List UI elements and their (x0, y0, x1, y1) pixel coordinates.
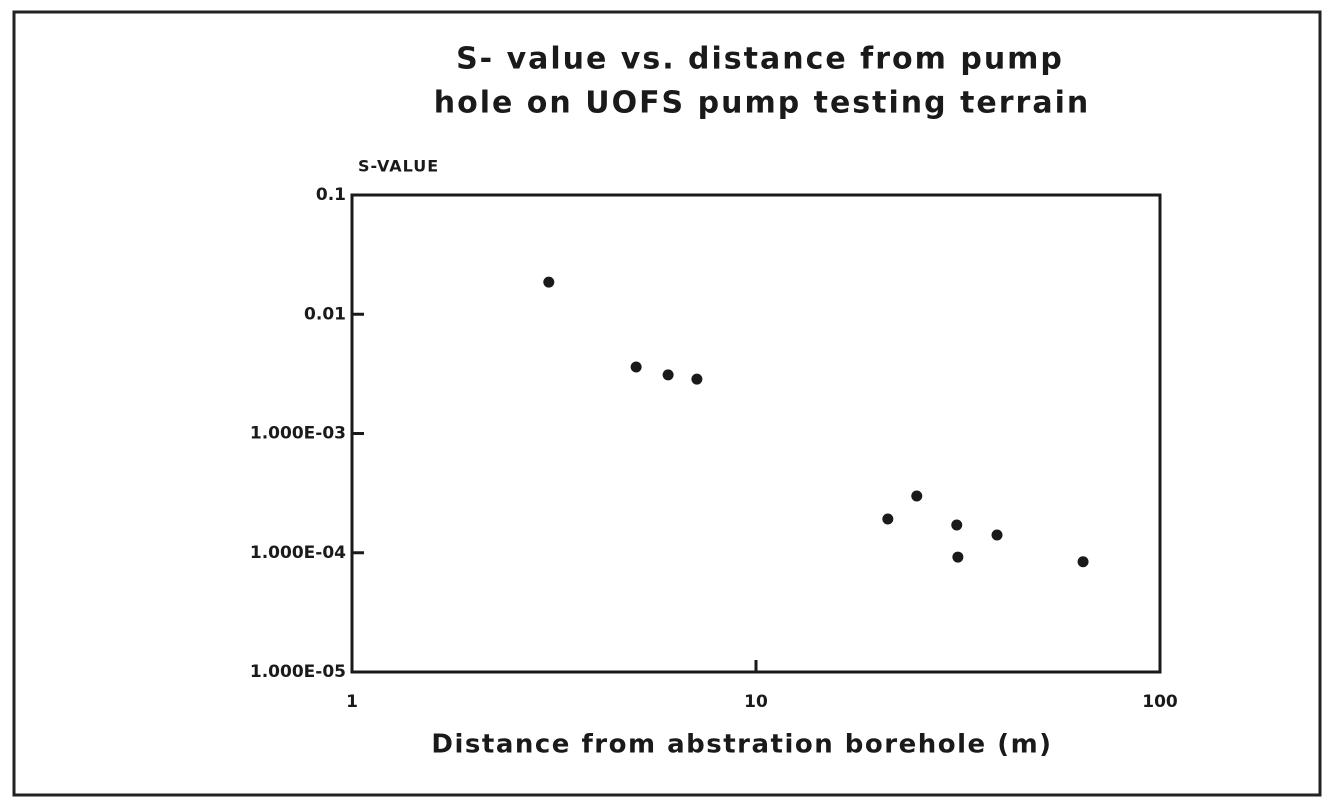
point (911, 490, 923, 502)
point (991, 529, 1003, 541)
x-axis-label: Distance from abstration borehole (m) (431, 730, 1052, 760)
frame (12, 10, 1322, 797)
y-tick-label: 1.000E-05 (250, 662, 346, 682)
point (1077, 556, 1089, 568)
plot-area (350, 193, 1162, 674)
point (951, 519, 963, 531)
point (543, 276, 555, 288)
point (952, 551, 964, 563)
x-tick-label: 1 (346, 692, 358, 712)
y-tick-label: 1.000E-03 (250, 424, 346, 444)
y-axis-label: S-VALUE (358, 157, 439, 176)
point (882, 513, 894, 525)
y-tick-label: 0.1 (316, 185, 346, 205)
point (630, 361, 642, 373)
x-tick-label: 100 (1142, 692, 1178, 712)
y-tick-label: 1.000E-04 (250, 543, 346, 563)
chart-title: hole on UOFS pump testing terrain (434, 86, 1090, 121)
y-tick-label: 0.01 (304, 304, 346, 324)
point (662, 369, 674, 381)
point (691, 373, 703, 385)
x-tick-label: 10 (744, 692, 768, 712)
chart-title: S- value vs. distance from pump (456, 42, 1064, 77)
